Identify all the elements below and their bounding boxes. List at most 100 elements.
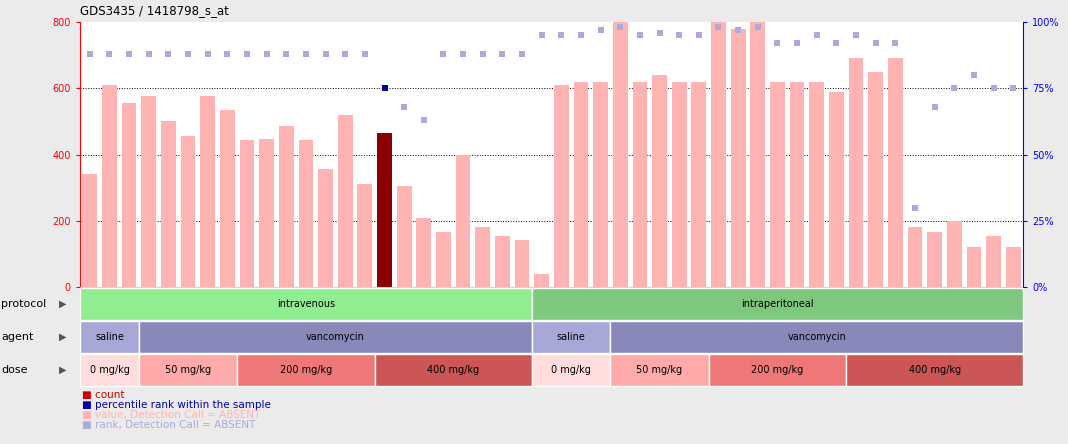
- Point: [278, 50, 295, 57]
- Point: [612, 24, 629, 31]
- Point: [199, 50, 216, 57]
- Text: 0 mg/kg: 0 mg/kg: [551, 365, 591, 375]
- Bar: [672, 82, 687, 287]
- Bar: [554, 85, 568, 287]
- Point: [317, 50, 334, 57]
- Point: [1005, 85, 1022, 92]
- Text: 400 mg/kg: 400 mg/kg: [909, 365, 960, 375]
- Point: [671, 32, 688, 39]
- Bar: [751, 22, 765, 287]
- Text: protocol: protocol: [1, 299, 46, 309]
- Point: [592, 26, 609, 33]
- Point: [100, 50, 117, 57]
- Bar: [947, 221, 961, 287]
- Bar: [337, 115, 352, 287]
- Point: [435, 50, 452, 57]
- Point: [710, 24, 727, 31]
- Text: ■ count: ■ count: [82, 390, 125, 400]
- Point: [729, 26, 747, 33]
- Text: GDS3435 / 1418798_s_at: GDS3435 / 1418798_s_at: [80, 4, 229, 16]
- Bar: [180, 136, 195, 287]
- Bar: [1006, 247, 1021, 287]
- Text: saline: saline: [95, 332, 124, 342]
- Text: 50 mg/kg: 50 mg/kg: [637, 365, 682, 375]
- Text: 0 mg/kg: 0 mg/kg: [90, 365, 129, 375]
- Bar: [82, 174, 97, 287]
- Bar: [239, 139, 254, 287]
- Point: [886, 40, 904, 47]
- Bar: [731, 28, 745, 287]
- Bar: [397, 186, 411, 287]
- Text: ▶: ▶: [59, 365, 66, 375]
- Point: [828, 40, 845, 47]
- Point: [553, 32, 570, 39]
- Point: [631, 32, 648, 39]
- Point: [140, 50, 157, 57]
- Bar: [260, 139, 274, 287]
- Bar: [377, 133, 392, 287]
- Bar: [829, 91, 844, 287]
- Point: [474, 50, 491, 57]
- Bar: [691, 82, 706, 287]
- Bar: [141, 95, 156, 287]
- Text: intravenous: intravenous: [277, 299, 335, 309]
- Bar: [967, 247, 981, 287]
- Point: [336, 50, 354, 57]
- Point: [297, 50, 314, 57]
- Bar: [574, 82, 588, 287]
- Point: [514, 50, 531, 57]
- Bar: [849, 59, 863, 287]
- Point: [945, 85, 962, 92]
- Bar: [908, 227, 923, 287]
- Text: vancomycin: vancomycin: [787, 332, 846, 342]
- Point: [357, 50, 374, 57]
- Point: [769, 40, 786, 47]
- Text: vancomycin: vancomycin: [305, 332, 365, 342]
- Point: [415, 116, 433, 123]
- Point: [376, 85, 393, 92]
- Point: [867, 40, 884, 47]
- Text: ▶: ▶: [59, 299, 66, 309]
- Bar: [475, 227, 490, 287]
- Bar: [220, 110, 235, 287]
- Point: [572, 32, 590, 39]
- Point: [455, 50, 472, 57]
- Text: 200 mg/kg: 200 mg/kg: [280, 365, 332, 375]
- Point: [926, 103, 943, 111]
- Point: [788, 40, 805, 47]
- Bar: [770, 82, 785, 287]
- Text: ■ value, Detection Call = ABSENT: ■ value, Detection Call = ABSENT: [82, 410, 261, 420]
- Point: [750, 24, 767, 31]
- Bar: [534, 274, 549, 287]
- Point: [907, 204, 924, 211]
- Point: [493, 50, 511, 57]
- Bar: [868, 71, 883, 287]
- Point: [121, 50, 138, 57]
- Point: [219, 50, 236, 57]
- Point: [848, 32, 865, 39]
- Bar: [888, 59, 902, 287]
- Bar: [318, 170, 333, 287]
- Bar: [789, 82, 804, 287]
- Bar: [632, 82, 647, 287]
- Bar: [613, 22, 628, 287]
- Point: [533, 32, 550, 39]
- Text: 200 mg/kg: 200 mg/kg: [751, 365, 803, 375]
- Bar: [122, 103, 137, 287]
- Bar: [417, 218, 431, 287]
- Text: intraperitoneal: intraperitoneal: [741, 299, 814, 309]
- Bar: [299, 140, 313, 287]
- Text: agent: agent: [1, 332, 33, 342]
- Bar: [711, 22, 726, 287]
- Bar: [653, 75, 666, 287]
- Point: [258, 50, 276, 57]
- Point: [965, 71, 983, 79]
- Point: [808, 32, 826, 39]
- Text: 400 mg/kg: 400 mg/kg: [427, 365, 480, 375]
- Bar: [593, 82, 608, 287]
- Bar: [201, 95, 215, 287]
- Point: [179, 50, 197, 57]
- Bar: [496, 236, 509, 287]
- Bar: [161, 121, 176, 287]
- Bar: [358, 184, 373, 287]
